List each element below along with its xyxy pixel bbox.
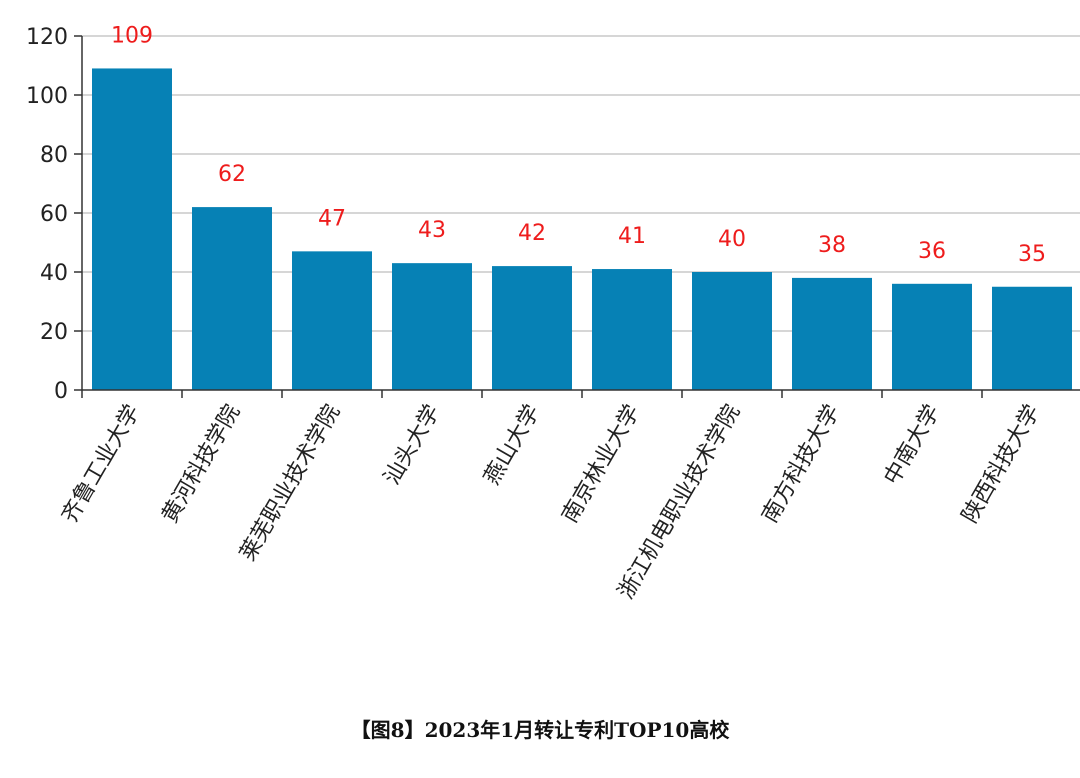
category-label: 燕山大学 <box>480 401 546 490</box>
y-tick-label: 20 <box>40 320 68 345</box>
y-tick-label: 40 <box>40 261 68 286</box>
y-tick-label: 100 <box>26 84 68 109</box>
data-labels: 109 62 47 43 42 41 40 38 36 35 <box>111 23 1046 266</box>
data-label: 41 <box>618 224 646 249</box>
figure-caption: 【图8】2023年1月转让专利TOP10高校 <box>350 718 730 742</box>
bar <box>592 269 672 390</box>
category-label: 汕头大学 <box>380 401 446 490</box>
y-tick-label: 80 <box>40 143 68 168</box>
data-label: 62 <box>218 162 246 187</box>
data-label: 35 <box>1018 242 1046 267</box>
data-label: 40 <box>718 227 746 252</box>
bar-chart: 0 20 40 60 80 100 120 109 62 47 43 42 41 40 38 36 35 齐鲁… <box>26 23 1080 604</box>
bar <box>192 207 272 390</box>
data-label: 47 <box>318 206 346 231</box>
category-label: 黄河科技学院 <box>158 401 246 528</box>
x-axis <box>81 389 1080 398</box>
bar <box>992 286 1072 390</box>
data-label: 109 <box>111 23 153 48</box>
data-label: 38 <box>818 233 846 258</box>
y-tick-label: 60 <box>40 202 68 227</box>
category-label: 陕西科技大学 <box>958 401 1046 528</box>
bars <box>92 68 1072 390</box>
y-tick-label: 0 <box>54 379 68 404</box>
bar <box>292 251 372 390</box>
category-label: 南方科技大学 <box>758 401 846 528</box>
bar <box>92 68 172 390</box>
y-tick-label: 120 <box>26 25 68 50</box>
data-label: 42 <box>518 221 546 246</box>
category-label: 南京林业大学 <box>558 401 646 528</box>
category-label: 中南大学 <box>880 401 946 490</box>
bar <box>692 272 772 390</box>
category-label: 莱芜职业技术学院 <box>236 401 346 566</box>
bar <box>392 263 472 390</box>
data-label: 36 <box>918 239 946 264</box>
bar <box>792 277 872 390</box>
bar <box>892 283 972 390</box>
bar <box>492 266 572 390</box>
y-axis-ticks: 0 20 40 60 80 100 120 <box>26 25 83 404</box>
data-label: 43 <box>418 218 446 243</box>
category-label: 齐鲁工业大学 <box>58 401 146 528</box>
